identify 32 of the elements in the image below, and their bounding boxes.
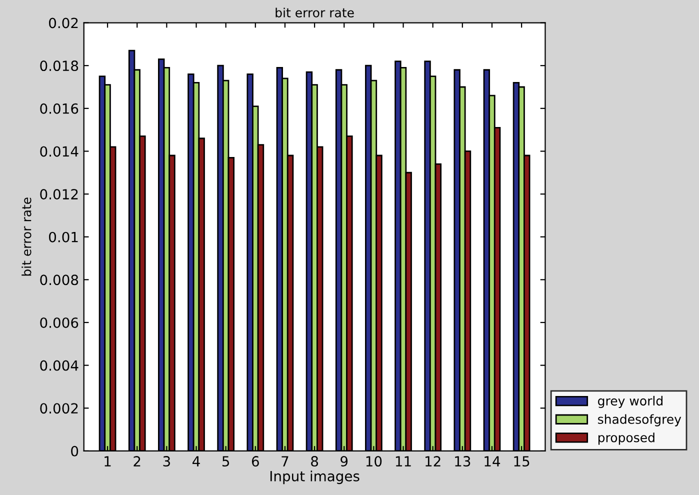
- legend-label: shadesofgrey: [598, 414, 682, 426]
- legend-label: proposed: [598, 432, 654, 445]
- y-tick-label: 0.014: [40, 146, 78, 157]
- x-tick-label: 15: [514, 456, 530, 467]
- y-tick-label: 0.01: [49, 232, 78, 242]
- y-tick-label: 0: [71, 446, 78, 456]
- x-tick-label: 14: [484, 456, 500, 466]
- x-tick-label: 8: [311, 456, 318, 467]
- x-tick-label: 4: [192, 456, 200, 466]
- y-tick-label: 0.012: [40, 189, 78, 200]
- x-tick-label: 2: [134, 456, 140, 466]
- x-tick-label: 1: [104, 456, 111, 466]
- x-tick-label: 12: [426, 456, 440, 466]
- x-tick-label: 11: [396, 456, 411, 466]
- chart-title: bit error rate: [276, 8, 354, 18]
- x-axis-title: Input images: [270, 470, 360, 484]
- x-tick-label: 9: [340, 456, 348, 467]
- x-tick-label: 5: [222, 456, 230, 467]
- x-tick-label: 13: [455, 456, 470, 467]
- y-tick-label: 0.004: [40, 360, 78, 371]
- y-tick-label: 0.02: [49, 18, 78, 28]
- x-tick-label: 7: [282, 456, 288, 466]
- y-tick-label: 0.002: [40, 403, 78, 414]
- y-tick-label: 0.008: [40, 274, 78, 286]
- x-tick-label: 3: [163, 456, 170, 467]
- y-tick-label: 0.016: [40, 103, 78, 114]
- x-tick-label: 10: [366, 456, 382, 467]
- x-tick-label: 6: [252, 456, 259, 467]
- y-tick-label: 0.018: [40, 60, 78, 72]
- y-axis-title: bit error rate: [22, 198, 32, 276]
- y-tick-label: 0.006: [40, 317, 78, 328]
- legend-label: grey world: [598, 396, 662, 408]
